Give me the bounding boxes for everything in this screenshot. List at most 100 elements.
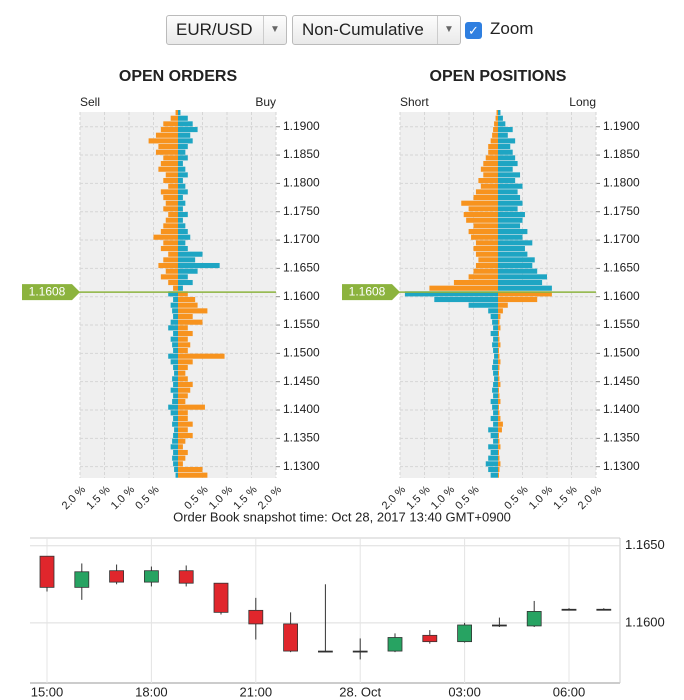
candle-body [491, 624, 507, 627]
bar [172, 342, 178, 348]
bar [178, 138, 193, 144]
bar [498, 308, 503, 314]
bar [498, 257, 535, 263]
bar [178, 398, 186, 405]
bar [165, 268, 178, 274]
bar [485, 461, 498, 467]
bar [494, 353, 498, 359]
bar [498, 421, 503, 427]
side-label: Buy [255, 95, 276, 109]
zoom-checkbox[interactable]: ✓ [465, 22, 482, 39]
bar [498, 178, 516, 184]
bar [172, 308, 178, 314]
bar [178, 132, 191, 138]
bar [178, 166, 186, 172]
bar [488, 444, 498, 450]
price-tag-label: 1.1608 [29, 284, 66, 298]
bar [170, 444, 178, 450]
bar [178, 211, 188, 218]
bar [170, 359, 178, 365]
price-tag [342, 284, 400, 301]
y-tick-label: 1.1550 [603, 317, 640, 331]
bar [163, 155, 178, 161]
bar [492, 132, 498, 138]
mode: Non-Cumulative [302, 20, 424, 39]
bar [178, 291, 188, 297]
bar [178, 313, 193, 320]
bar [178, 444, 183, 450]
candle-body [213, 582, 229, 613]
y-tick-label: 1.1450 [603, 374, 640, 388]
candle-body [561, 608, 577, 611]
side-label: Short [400, 95, 429, 109]
bar [160, 245, 178, 252]
bar [498, 347, 499, 354]
bar [158, 144, 178, 150]
bar [153, 234, 178, 240]
bar [498, 138, 516, 144]
candle-body [283, 623, 299, 652]
y-tick-label: 1.1750 [603, 204, 640, 218]
y-tick-label: 1.1600 [603, 289, 640, 303]
bar [498, 325, 501, 331]
bar [178, 234, 191, 240]
bar [178, 308, 208, 314]
bar [178, 296, 196, 303]
candle-body [178, 570, 194, 584]
bar [478, 257, 498, 263]
candle-body [422, 634, 438, 643]
candle-body [143, 570, 159, 583]
bar [468, 228, 498, 235]
bar [475, 189, 498, 195]
bar [498, 370, 499, 376]
bar [178, 274, 188, 280]
bar [498, 200, 523, 206]
side-label: Long [569, 95, 596, 109]
bar [498, 251, 528, 257]
mode-select[interactable]: Non-Cumulative ▼ [292, 15, 461, 45]
y-tick-label: 1.1350 [283, 431, 320, 445]
bar [170, 302, 178, 308]
bar [178, 223, 186, 229]
instrument: EUR/USD [176, 20, 253, 39]
bar [168, 291, 178, 297]
bar [178, 228, 188, 235]
bar [498, 319, 500, 325]
y-tick-label: 1.1300 [603, 459, 640, 473]
x-tick-label: 1.5 % [84, 484, 113, 513]
bar [178, 149, 186, 155]
y-tick-label: 1.1650 [625, 537, 665, 552]
bar [498, 195, 521, 201]
bar [490, 138, 498, 144]
bar [160, 127, 178, 133]
bar [178, 161, 183, 167]
bar [480, 183, 498, 189]
candle-body [526, 611, 542, 627]
y-tick-label: 1.1700 [603, 232, 640, 246]
bar [170, 387, 178, 393]
bar [165, 217, 178, 223]
bar [178, 240, 186, 246]
bar [178, 144, 188, 150]
x-tick-label: 1.5 % [231, 484, 260, 513]
bar [492, 342, 498, 348]
bar [178, 404, 205, 410]
bar [498, 115, 503, 121]
instrument-select[interactable]: EUR/USD ▼ [166, 15, 287, 45]
bar [498, 398, 501, 405]
bar [172, 438, 178, 444]
bar [160, 228, 178, 235]
y-tick-label: 1.1650 [283, 261, 320, 275]
y-tick-label: 1.1850 [283, 147, 320, 161]
bar [498, 217, 523, 223]
bar [178, 257, 196, 263]
bar [490, 330, 498, 337]
bar [178, 410, 188, 416]
bar [498, 336, 500, 342]
bar [178, 376, 188, 382]
bar [493, 359, 498, 365]
bar [178, 353, 225, 359]
bar [178, 347, 188, 354]
candle-body [457, 624, 473, 643]
bar [498, 291, 552, 297]
